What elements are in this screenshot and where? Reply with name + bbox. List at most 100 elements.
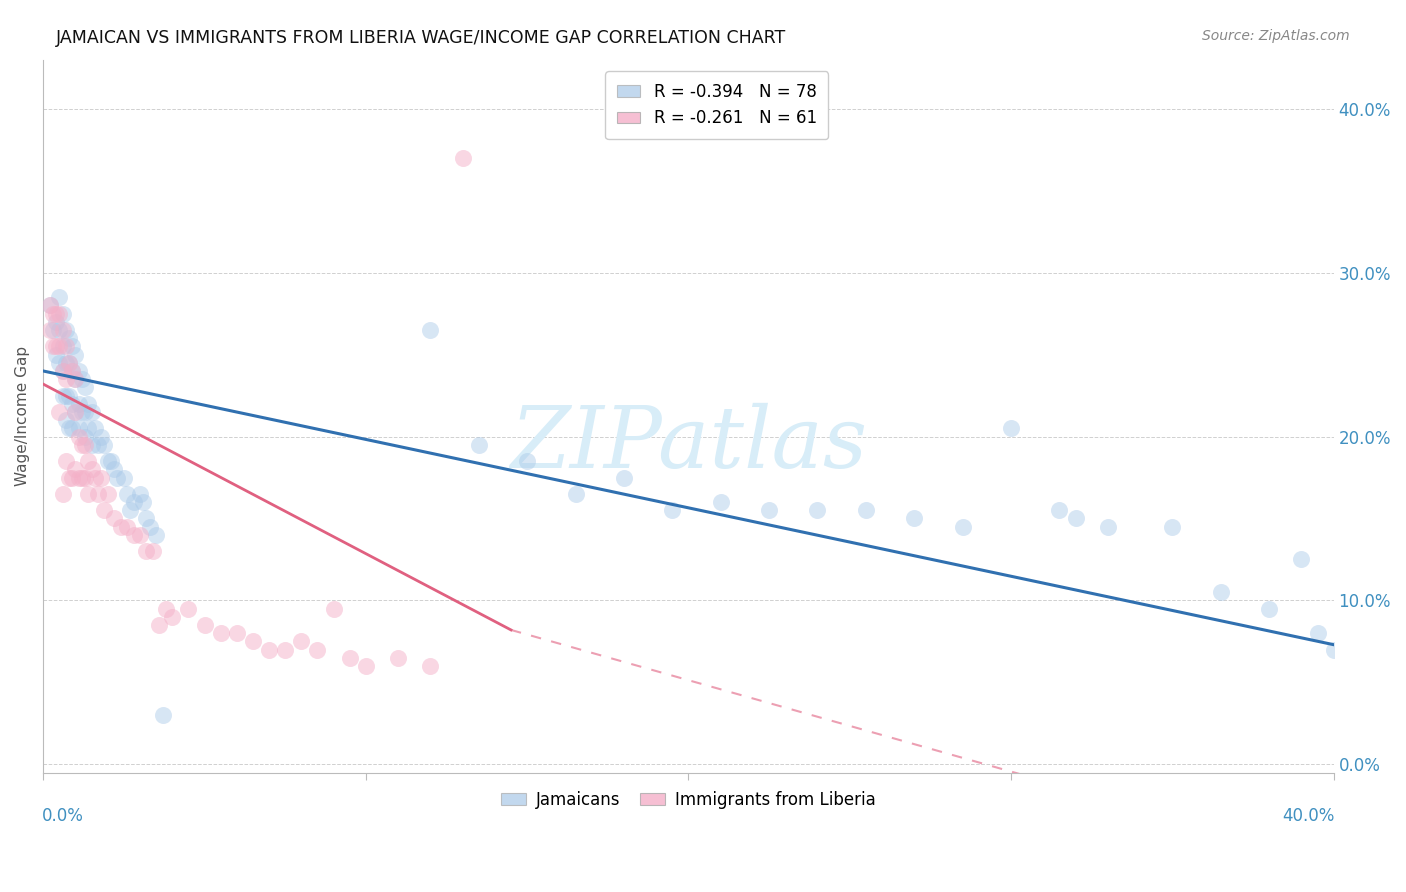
- Point: [129, 487, 152, 501]
- Point: [60, 470, 83, 484]
- Point: [97, 487, 120, 501]
- Point: [65, 405, 87, 419]
- Point: [45, 315, 67, 329]
- Point: [758, 503, 780, 517]
- Point: [80, 438, 103, 452]
- Point: [209, 626, 232, 640]
- Point: [58, 356, 80, 370]
- Point: [132, 495, 155, 509]
- Point: [97, 454, 120, 468]
- Point: [145, 528, 167, 542]
- Point: [112, 470, 135, 484]
- Point: [48, 405, 70, 419]
- Point: [451, 151, 474, 165]
- Point: [419, 323, 441, 337]
- Point: [274, 642, 297, 657]
- Point: [661, 503, 683, 517]
- Point: [65, 372, 87, 386]
- Point: [354, 659, 377, 673]
- Point: [135, 544, 157, 558]
- Text: JAMAICAN VS IMMIGRANTS FROM LIBERIA WAGE/INCOME GAP CORRELATION CHART: JAMAICAN VS IMMIGRANTS FROM LIBERIA WAGE…: [56, 29, 786, 47]
- Point: [45, 307, 67, 321]
- Point: [60, 397, 83, 411]
- Y-axis label: Wage/Income Gap: Wage/Income Gap: [15, 346, 30, 486]
- Point: [322, 601, 344, 615]
- Point: [307, 642, 329, 657]
- Point: [115, 519, 138, 533]
- Point: [55, 323, 77, 337]
- Point: [77, 454, 100, 468]
- Point: [564, 487, 586, 501]
- Text: Source: ZipAtlas.com: Source: ZipAtlas.com: [1202, 29, 1350, 44]
- Point: [75, 429, 97, 443]
- Point: [177, 601, 200, 615]
- Point: [45, 348, 67, 362]
- Point: [55, 372, 77, 386]
- Point: [77, 487, 100, 501]
- Point: [1097, 519, 1119, 533]
- Text: 0.0%: 0.0%: [42, 806, 84, 825]
- Point: [58, 356, 80, 370]
- Point: [65, 348, 87, 362]
- Point: [1064, 511, 1087, 525]
- Point: [613, 470, 636, 484]
- Point: [806, 503, 828, 517]
- Point: [67, 397, 90, 411]
- Point: [55, 454, 77, 468]
- Point: [1323, 642, 1346, 657]
- Point: [65, 405, 87, 419]
- Point: [1000, 421, 1022, 435]
- Point: [87, 487, 110, 501]
- Point: [48, 339, 70, 353]
- Point: [90, 429, 112, 443]
- Point: [55, 388, 77, 402]
- Point: [77, 397, 100, 411]
- Point: [58, 388, 80, 402]
- Point: [103, 462, 125, 476]
- Point: [70, 372, 93, 386]
- Legend: Jamaicans, Immigrants from Liberia: Jamaicans, Immigrants from Liberia: [494, 784, 883, 815]
- Point: [48, 323, 70, 337]
- Point: [51, 339, 73, 353]
- Point: [70, 438, 93, 452]
- Point: [339, 650, 361, 665]
- Point: [419, 659, 441, 673]
- Point: [129, 528, 152, 542]
- Point: [67, 364, 90, 378]
- Point: [65, 462, 87, 476]
- Point: [55, 339, 77, 353]
- Point: [51, 364, 73, 378]
- Point: [38, 298, 60, 312]
- Text: 40.0%: 40.0%: [1282, 806, 1334, 825]
- Point: [48, 290, 70, 304]
- Point: [152, 708, 174, 723]
- Point: [1258, 601, 1281, 615]
- Point: [115, 487, 138, 501]
- Point: [122, 495, 145, 509]
- Point: [51, 307, 73, 321]
- Point: [135, 511, 157, 525]
- Point: [55, 356, 77, 370]
- Point: [58, 421, 80, 435]
- Point: [70, 470, 93, 484]
- Point: [65, 372, 87, 386]
- Point: [467, 438, 489, 452]
- Point: [58, 470, 80, 484]
- Point: [155, 601, 177, 615]
- Point: [903, 511, 925, 525]
- Point: [80, 405, 103, 419]
- Point: [58, 331, 80, 345]
- Point: [60, 364, 83, 378]
- Point: [1306, 626, 1329, 640]
- Point: [103, 511, 125, 525]
- Point: [67, 421, 90, 435]
- Point: [93, 438, 115, 452]
- Point: [90, 470, 112, 484]
- Point: [60, 421, 83, 435]
- Point: [93, 503, 115, 517]
- Point: [120, 503, 142, 517]
- Point: [80, 462, 103, 476]
- Point: [75, 380, 97, 394]
- Point: [122, 528, 145, 542]
- Point: [60, 339, 83, 353]
